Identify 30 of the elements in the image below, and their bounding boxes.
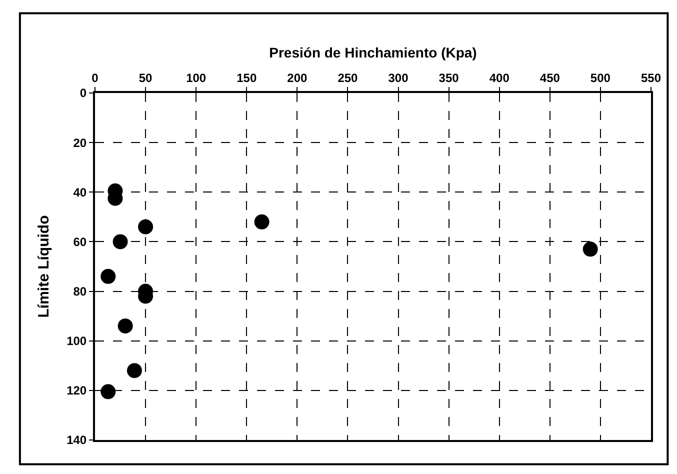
y-tick-label: 0 [80,86,87,100]
point [100,384,116,400]
y-tick-label: 80 [73,284,87,298]
point [254,214,270,230]
point [112,234,128,250]
y-tick-label: 40 [73,185,87,200]
x-tick-label: 300 [388,71,409,86]
x-tick-label: 50 [138,71,153,86]
x-tick-label: 100 [186,71,206,86]
x-tick-label: 350 [438,71,460,86]
y-tick-label: 120 [66,384,87,398]
y-tick-label: 140 [66,433,87,448]
y-tick-label: 100 [66,334,87,348]
point [582,242,598,257]
x-tick-label: 500 [590,71,611,86]
point [138,219,154,234]
x-tick-label: 550 [640,71,662,86]
x-tick-label: 200 [287,71,308,86]
x-tick-label: 400 [489,71,510,86]
x-tick-label: 250 [338,71,358,86]
x-tick-label: 150 [236,71,257,86]
point [100,268,116,284]
point [126,363,142,378]
y-tick-label: 20 [73,136,87,150]
y-tick-label: 60 [73,234,87,249]
point [118,318,133,334]
x-tick-label: 0 [92,71,99,86]
x-axis-title: Presión de Hinchamiento (Kpa) [269,44,477,60]
y-axis-title: Límite Líquido [35,215,52,318]
x-tick-label: 450 [540,71,560,86]
